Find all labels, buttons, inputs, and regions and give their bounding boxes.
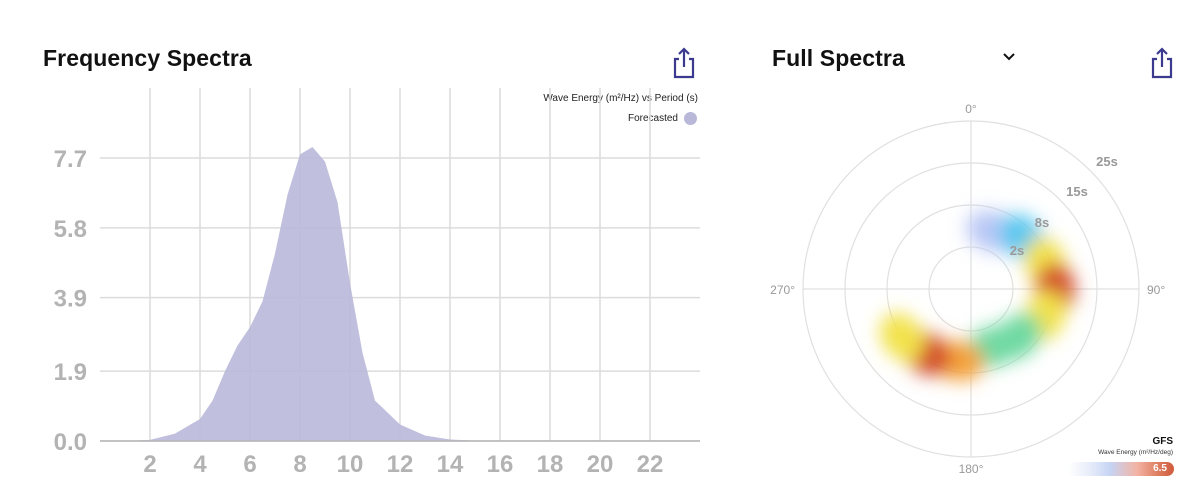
legend-title: Wave Energy (m²/Hz) vs Period (s) <box>543 93 698 104</box>
x-tick-label: 18 <box>537 451 564 478</box>
colorbar-sublabel: Wave Energy (m²/Hz/deg) <box>1098 449 1173 456</box>
period-ring-label: 2s <box>1010 243 1024 258</box>
y-tick-label: 3.9 <box>54 286 87 313</box>
colorbar-label: GFS <box>1152 436 1173 447</box>
x-tick-label: 16 <box>487 451 514 478</box>
spectrum-blob <box>880 210 1075 381</box>
share-icon[interactable] <box>670 46 698 80</box>
frequency-spectra-chart: 2 4 6 8 10 12 14 16 18 20 22 0.0 1.9 3.9 5.8 7.7 <box>54 88 700 478</box>
spectrum-cell <box>880 312 925 362</box>
y-tick-label: 5.8 <box>54 216 87 243</box>
direction-label: 90° <box>1147 283 1165 297</box>
period-ring-label: 15s <box>1066 184 1088 199</box>
colorbar <box>1068 462 1174 476</box>
period-ring-label: 25s <box>1096 154 1118 169</box>
share-icon[interactable] <box>1148 46 1176 80</box>
x-tick-label: 6 <box>243 451 256 478</box>
x-tick-label: 4 <box>193 451 207 478</box>
legend-item-forecasted[interactable]: Forecasted <box>628 112 697 125</box>
full-spectra-polar-chart: 0° 90° 180° 270° 2s 8s 15s 25s <box>770 102 1165 476</box>
colorbar-max: 6.5 <box>1153 463 1167 474</box>
y-tick-label: 1.9 <box>54 359 87 386</box>
x-tick-label: 8 <box>293 451 306 478</box>
direction-label: 180° <box>959 462 984 476</box>
direction-label: 270° <box>770 283 795 297</box>
x-tick-label: 10 <box>337 451 364 478</box>
chevron-down-icon[interactable] <box>998 46 1020 68</box>
legend-swatch <box>684 112 697 125</box>
frequency-spectra-title: Frequency Spectra <box>43 45 252 71</box>
x-tick-label: 20 <box>587 451 614 478</box>
x-tick-label: 2 <box>143 451 156 478</box>
forecasted-area[interactable] <box>125 146 700 441</box>
x-tick-label: 14 <box>437 451 464 478</box>
legend-label: Forecasted <box>627 113 678 124</box>
x-tick-label: 22 <box>637 451 664 478</box>
y-tick-label: 0.0 <box>54 429 87 456</box>
direction-label: 0° <box>965 102 977 116</box>
x-tick-label: 12 <box>387 451 414 478</box>
period-ring-label: 8s <box>1035 215 1049 230</box>
full-spectra-title: Full Spectra <box>772 45 905 71</box>
y-tick-label: 7.7 <box>54 146 87 173</box>
